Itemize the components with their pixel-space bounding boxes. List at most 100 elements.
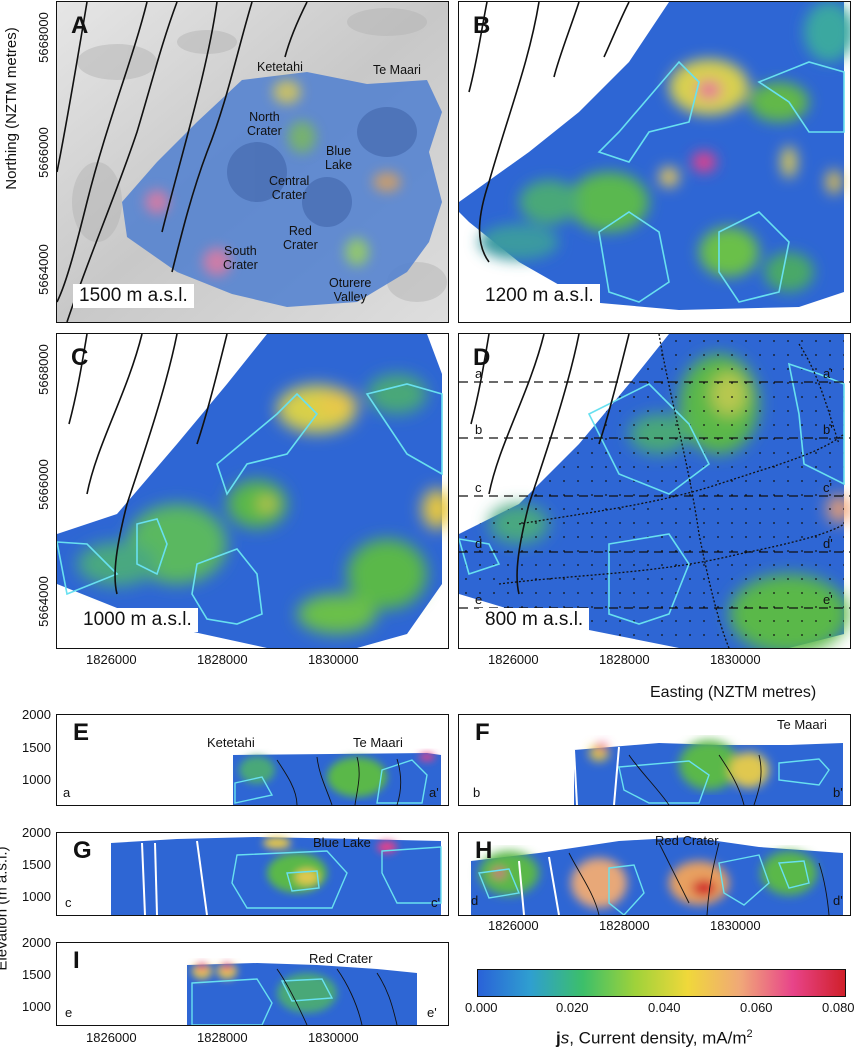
panel-letter-b: B <box>473 12 491 39</box>
map-panel-c: C 1000 m a.s.l. <box>56 333 449 649</box>
colorbar-tick-4: 0.080 <box>822 1000 855 1015</box>
profile-end-c: c' <box>823 480 832 495</box>
map-panel-a: A Ketetahi Te Maari North Crater Blue La… <box>56 1 449 323</box>
elev-tick-i-1500: 1500 <box>22 967 51 982</box>
elev-tick-e-2000: 2000 <box>22 707 51 722</box>
section-f-end: b' <box>833 785 843 800</box>
section-g-end: c' <box>431 895 440 910</box>
map-c-graphic <box>57 334 448 648</box>
elev-tick-e-1500: 1500 <box>22 740 51 755</box>
northing-tick-c-3: 5664000 <box>35 576 51 627</box>
northing-tick-c-1: 5668000 <box>35 344 51 395</box>
section-panel-g: G Blue Lake c c' <box>56 832 449 916</box>
easting-axis-title: Easting (NZTM metres) <box>650 684 817 701</box>
northing-tick-a-1: 5668000 <box>35 12 51 63</box>
northing-tick-a-2: 5666000 <box>35 127 51 178</box>
profile-end-e: e' <box>823 592 833 607</box>
elev-tick-i-2000: 2000 <box>22 935 51 950</box>
profile-end-b: b' <box>823 422 833 437</box>
section-letter-h: H <box>475 837 493 864</box>
section-letter-e: E <box>73 719 90 746</box>
profile-start-b: b <box>475 422 483 437</box>
map-b-graphic <box>459 2 850 310</box>
section-panel-h: H Red Crater d d' <box>458 832 851 916</box>
northing-tick-a-3: 5664000 <box>35 244 51 295</box>
colorbar-tick-0: 0.000 <box>465 1000 498 1015</box>
section-easting-i-3: 1830000 <box>308 1030 359 1045</box>
place-te-maari: Te Maari <box>373 63 421 77</box>
section-letter-i: I <box>73 947 80 974</box>
map-panel-b: B 1200 m a.s.l. <box>458 1 851 323</box>
map-panel-d: D a b c d e a' b' c' d' e' 800 m a.s.l. <box>458 333 851 649</box>
profile-end-d: d' <box>823 536 833 551</box>
section-e-place-1: Ketetahi <box>207 735 255 750</box>
section-h-start: d <box>471 893 479 908</box>
section-easting-h-2: 1828000 <box>599 918 650 933</box>
colorbar-tick-1: 0.020 <box>556 1000 589 1015</box>
elev-tick-i-1000: 1000 <box>22 999 51 1014</box>
map-a-graphic <box>57 2 448 322</box>
section-e-end: a' <box>429 785 439 800</box>
altitude-label-d: 800 m a.s.l. <box>479 608 590 632</box>
section-panel-f: F Te Maari b b' <box>458 714 851 806</box>
section-i-end: e' <box>427 1005 437 1020</box>
colorbar-label-sup: 2 <box>746 1028 753 1040</box>
easting-tick-d-2: 1828000 <box>599 652 650 667</box>
section-panel-e: E Ketetahi Te Maari a a' <box>56 714 449 806</box>
section-i-start: e <box>65 1005 73 1020</box>
profile-start-d: d <box>475 536 483 551</box>
easting-tick-c-2: 1828000 <box>197 652 248 667</box>
northing-axis-title: Northing (NZTM metres) <box>2 27 20 190</box>
altitude-label-c: 1000 m a.s.l. <box>77 608 198 632</box>
section-easting-h-1: 1826000 <box>488 918 539 933</box>
section-h-end: d' <box>833 893 843 908</box>
section-f-start: b <box>473 785 481 800</box>
profile-end-a: a' <box>823 366 833 381</box>
place-oturere-valley: Oturere Valley <box>329 276 372 304</box>
colorbar-label-bold: j <box>556 1028 561 1048</box>
easting-tick-d-1: 1826000 <box>488 652 539 667</box>
section-g-start: c <box>65 895 72 910</box>
easting-tick-c-3: 1830000 <box>308 652 359 667</box>
altitude-label-b: 1200 m a.s.l. <box>479 284 600 308</box>
section-e-place-2: Te Maari <box>353 735 403 750</box>
section-letter-g: G <box>73 837 92 864</box>
easting-tick-d-3: 1830000 <box>710 652 761 667</box>
elev-tick-e-1000: 1000 <box>22 772 51 787</box>
place-south-crater: South Crater <box>223 244 258 272</box>
place-blue-lake: Blue Lake <box>325 144 353 172</box>
panel-letter-a: A <box>71 12 89 39</box>
profile-start-a: a <box>475 366 483 381</box>
section-letter-f: F <box>475 719 490 746</box>
section-i-place-1: Red Crater <box>309 951 373 966</box>
section-e-start: a <box>63 785 71 800</box>
section-panel-i: I Red Crater e e' <box>56 942 449 1026</box>
place-north-crater: North Crater <box>247 110 282 138</box>
section-easting-i-2: 1828000 <box>197 1030 248 1045</box>
section-f-place-1: Te Maari <box>777 717 827 732</box>
altitude-label-a: 1500 m a.s.l. <box>73 284 194 308</box>
colorbar-tick-2: 0.040 <box>648 1000 681 1015</box>
elevation-axis-title: Elevation (m a.s.l.) <box>0 846 11 971</box>
section-h-place-1: Red Crater <box>655 833 719 848</box>
place-ketetahi: Ketetahi <box>257 60 303 74</box>
section-easting-h-3: 1830000 <box>710 918 761 933</box>
colorbar-label: js, Current density, mA/m2 <box>556 1028 753 1049</box>
profile-start-e: e <box>475 592 483 607</box>
colorbar <box>477 969 846 997</box>
place-central-crater: Central Crater <box>269 174 310 202</box>
elev-tick-g-1000: 1000 <box>22 889 51 904</box>
profile-start-c: c <box>475 480 482 495</box>
section-easting-i-1: 1826000 <box>86 1030 137 1045</box>
elev-tick-g-1500: 1500 <box>22 857 51 872</box>
colorbar-tick-3: 0.060 <box>740 1000 773 1015</box>
map-d-graphic <box>459 334 850 648</box>
colorbar-label-italic: s <box>560 1028 570 1048</box>
section-g-place-1: Blue Lake <box>313 835 371 850</box>
colorbar-label-text: , Current density, mA/m <box>569 1028 747 1048</box>
place-red-crater: Red Crater <box>283 224 318 252</box>
panel-letter-d: D <box>473 344 491 371</box>
northing-tick-c-2: 5666000 <box>35 459 51 510</box>
elev-tick-g-2000: 2000 <box>22 825 51 840</box>
easting-tick-c-1: 1826000 <box>86 652 137 667</box>
